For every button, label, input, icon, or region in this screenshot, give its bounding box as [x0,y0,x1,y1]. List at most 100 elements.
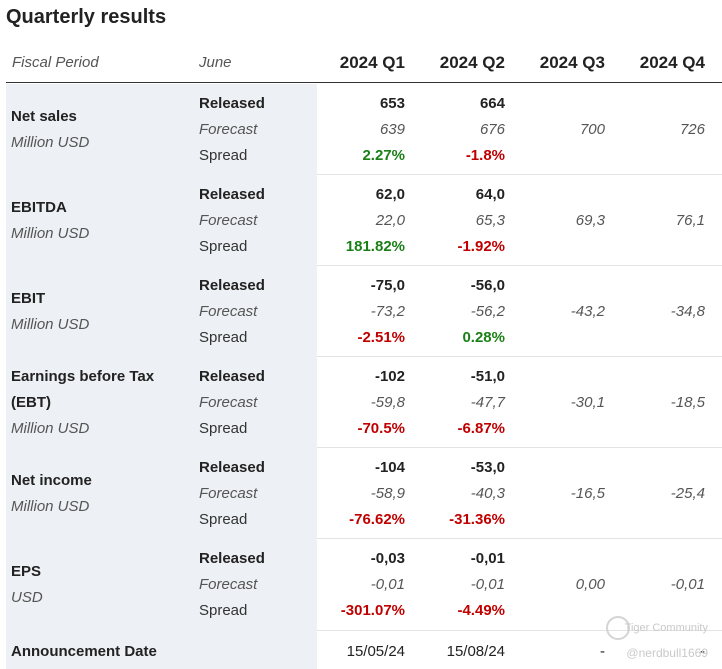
metric-unit: Million USD [11,316,90,333]
quarter-header-q1: 2024 Q1 [339,53,405,72]
forecast-value-q2: -0,01 [470,576,505,593]
released-value-q2: -53,0 [470,459,505,476]
metric-name: Earnings before Tax [11,368,155,385]
metric-name: EPS [11,563,42,580]
forecast-value-q2: -47,7 [470,394,505,411]
metric-name-continued: (EBT) [11,394,51,411]
forecast-value-q1: -58,9 [370,485,405,502]
watermark-brand: Tiger Community [624,622,708,634]
forecast-value-q1: -59,8 [370,394,405,411]
forecast-value-q1: 22,0 [375,212,405,229]
row-divider [317,356,722,357]
forecast-value-q2: -56,2 [470,303,505,320]
released-value-q1: -0,03 [370,550,405,567]
table-row-ebt: Earnings before Tax (EBT) Million USD Re… [6,357,722,448]
announcement-date-q2: 15/08/24 [446,643,505,660]
spread-label: Spread [199,147,248,164]
quarter-header-q3: 2024 Q3 [539,53,605,72]
forecast-label: Forecast [199,303,258,320]
table-row-ebitda: EBITDA Million USD Released Forecast Spr… [6,175,722,266]
row-divider [317,174,722,175]
announcement-date-q4: - [700,643,705,660]
released-value-q2: 664 [479,95,505,112]
released-label: Released [199,95,265,112]
released-value-q2: 64,0 [475,186,505,203]
spread-value-q2: -6.87% [457,420,505,437]
table-row-announcement-date: Announcement Date 15/05/24 15/08/24 - - [6,631,722,669]
table-row-net-income: Net income Million USD Released Forecast… [6,448,722,539]
watermark-user: @nerdbull1669 [626,646,708,660]
released-label: Released [199,550,265,567]
forecast-value-q1: -73,2 [370,303,405,320]
table-row-net-sales: Net sales Million USD Released Forecast … [6,84,722,175]
metric-name: EBIT [11,290,46,307]
spread-label: Spread [199,329,248,346]
row-divider [317,630,722,631]
forecast-value-q3: -30,1 [570,394,605,411]
spread-value-q1: -301.07% [340,602,405,619]
forecast-value-q1: 639 [379,121,405,138]
spread-value-q1: -76.62% [349,511,405,528]
released-value-q1: -104 [374,459,405,476]
metric-unit: Million USD [11,498,90,515]
forecast-value-q2: 676 [479,121,505,138]
fiscal-period-header: Fiscal Period [12,54,99,71]
watermark-logo-icon [606,616,630,640]
forecast-value-q3: 0,00 [575,576,605,593]
quarter-header-q4: 2024 Q4 [639,53,705,72]
spread-value-q2: -1.92% [457,238,505,255]
metric-name: EBITDA [11,199,67,216]
spread-label: Spread [199,602,248,619]
forecast-value-q4: 726 [679,121,705,138]
forecast-value-q4: -18,5 [670,394,705,411]
forecast-value-q3: -16,5 [570,485,605,502]
released-value-q2: -0,01 [470,550,505,567]
forecast-value-q3: -43,2 [570,303,605,320]
spread-value-q2: -1.8% [465,147,505,164]
table-header: Fiscal Period June 2024 Q1 2024 Q2 2024 … [6,44,722,83]
fiscal-month-header: June [199,54,232,71]
metric-unit: USD [11,589,43,606]
spread-value-q2: 0.28% [462,329,505,346]
forecast-label: Forecast [199,212,258,229]
announcement-date-q3: - [600,643,605,660]
released-value-q1: 62,0 [375,186,405,203]
forecast-value-q4: 76,1 [675,212,705,229]
forecast-label: Forecast [199,485,258,502]
spread-value-q1: -2.51% [357,329,405,346]
announcement-date-q1: 15/05/24 [346,643,405,660]
released-value-q1: 653 [379,95,405,112]
spread-value-q1: 181.82% [345,238,405,255]
forecast-value-q3: 69,3 [575,212,605,229]
released-label: Released [199,459,265,476]
metric-name: Net income [11,472,92,489]
released-label: Released [199,368,265,385]
row-divider [317,538,722,539]
forecast-value-q4: -34,8 [670,303,705,320]
forecast-value-q4: -0,01 [670,576,705,593]
released-value-q2: -51,0 [470,368,505,385]
spread-label: Spread [199,511,248,528]
forecast-value-q2: -40,3 [470,485,505,502]
row-divider [317,265,722,266]
spread-value-q1: -70.5% [357,420,405,437]
spread-label: Spread [199,420,248,437]
spread-label: Spread [199,238,248,255]
metric-unit: Million USD [11,225,90,242]
page-title: Quarterly results [6,6,167,28]
forecast-value-q3: 700 [579,121,605,138]
released-label: Released [199,186,265,203]
forecast-label: Forecast [199,394,258,411]
forecast-value-q1: -0,01 [370,576,405,593]
spread-value-q2: -4.49% [457,602,505,619]
metric-unit: Million USD [11,420,90,437]
label-column-background [6,84,317,669]
announcement-date-label: Announcement Date [11,643,157,660]
metric-unit: Million USD [11,134,90,151]
spread-value-q2: -31.36% [449,511,505,528]
forecast-label: Forecast [199,121,258,138]
released-value-q1: -102 [374,368,405,385]
released-label: Released [199,277,265,294]
released-value-q2: -56,0 [470,277,505,294]
spread-value-q1: 2.27% [362,147,405,164]
